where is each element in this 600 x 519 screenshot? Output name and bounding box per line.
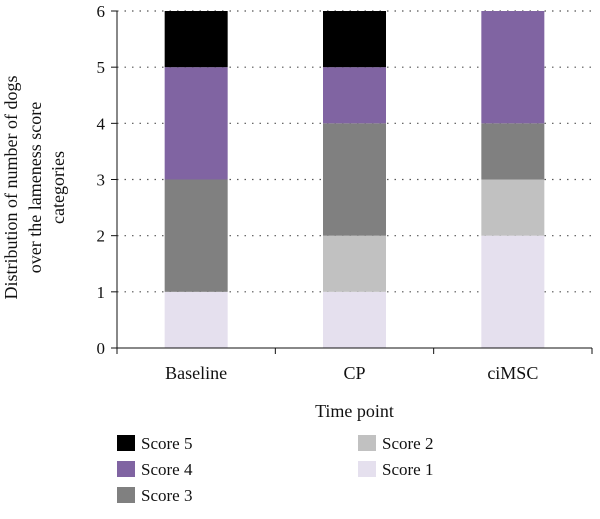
y-axis-title-line: categories [48,151,68,224]
legend-swatch [358,435,376,451]
legend-label: Score 2 [382,434,433,453]
bar-segment-cp-score-1 [323,291,386,348]
legend-swatch [117,461,135,477]
bars [164,11,545,348]
x-category-label: ciMSC [487,363,538,383]
y-tick-label: 5 [97,58,106,77]
legend-item: Score 4 [117,460,193,479]
y-axis-title-line: Distribution of number of dogs [1,76,21,300]
bar-segment-cp-score-2 [323,235,386,292]
bar-segment-cp-score-4 [323,67,386,124]
y-tick-label: 6 [97,2,106,21]
legend-swatch [358,461,376,477]
y-tick-label: 0 [97,339,106,358]
legend: Score 5 Score 4 Score 3 Score 2 Score 1 [117,434,433,505]
y-tick-label: 2 [97,227,106,246]
legend-item: Score 5 [117,434,192,453]
legend-label: Score 4 [141,460,193,479]
y-tick-label: 1 [97,283,106,302]
legend-item: Score 3 [117,486,192,505]
bar-segment-cimsc-score-1 [481,235,545,348]
y-tick-labels: 0 1 2 3 4 5 6 [97,2,106,358]
bar-segment-baseline-score-3 [164,179,228,292]
bar-segment-baseline-score-4 [164,67,228,180]
x-category-label: Baseline [165,363,227,383]
bar-segment-baseline-score-5 [164,11,228,68]
x-axis-title: Time point [315,401,394,421]
x-category-label: CP [343,363,365,383]
axes [111,10,593,354]
bar-segment-cimsc-score-4 [481,11,545,124]
y-tick-label: 3 [97,171,106,190]
y-axis-title: Distribution of number of dogs over the l… [1,76,68,300]
legend-item: Score 2 [358,434,433,453]
bar-segment-baseline-score-1 [164,291,228,348]
legend-label: Score 5 [141,434,192,453]
bar-segment-cimsc-score-2 [481,179,545,236]
bar-segment-cimsc-score-3 [481,123,545,180]
x-category-labels: Baseline CP ciMSC [165,363,538,383]
legend-swatch [117,487,135,503]
bar-segment-cp-score-3 [323,123,386,236]
legend-label: Score 1 [382,460,433,479]
bar-segment-cp-score-5 [323,11,386,68]
legend-swatch [117,435,135,451]
y-axis-title-line: over the lameness score [25,102,45,273]
legend-item: Score 1 [358,460,433,479]
y-tick-label: 4 [97,114,106,133]
legend-label: Score 3 [141,486,192,505]
